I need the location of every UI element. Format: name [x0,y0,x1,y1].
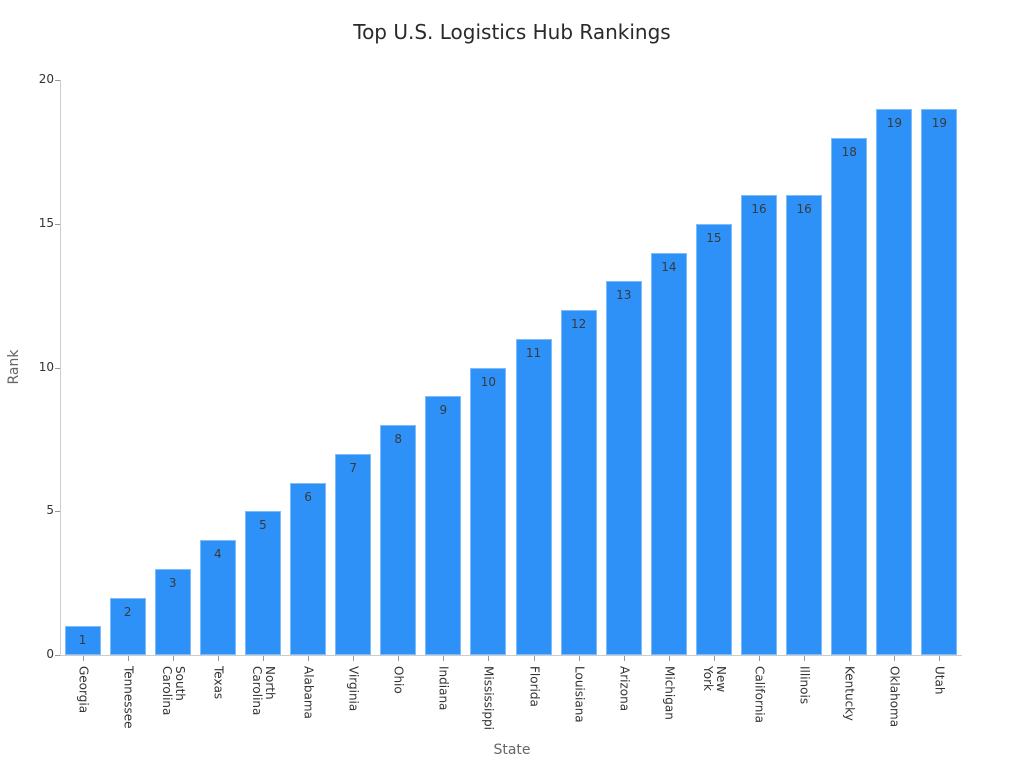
x-tick-mark [668,656,670,661]
x-tick-mark [894,656,896,661]
y-tick-mark [55,223,60,225]
bar-value-label: 5 [259,518,267,533]
bar: 5 [244,511,281,655]
bar-value-label: 4 [214,547,222,561]
x-tick-label: Indiana [436,666,451,711]
x-tick-mark [804,656,806,661]
x-tick-label: Arizona [617,666,632,712]
bar: 15 [695,223,732,655]
x-tick-label: Kentucky [842,666,857,721]
x-tick-mark [82,656,84,661]
x-tick-label: Michigan [662,666,677,720]
y-tick-mark [55,655,60,656]
y-axis-line [60,80,61,655]
bar-value-label: 7 [349,460,357,475]
x-tick-label: North Carolina [249,666,277,716]
x-tick-label: Utah [932,666,947,695]
bar: 14 [650,252,687,655]
bar: 2 [109,597,146,655]
y-tick-mark [55,511,60,513]
x-axis-title: State [493,742,531,758]
x-tick-label: Florida [527,666,542,707]
y-tick-label: 5 [46,503,54,518]
bar-value-label: 12 [571,317,587,331]
bar: 6 [290,482,327,655]
bar-value-label: 19 [931,115,948,130]
bar: 10 [470,367,507,655]
y-tick-mark [55,367,60,369]
x-tick-mark [533,656,535,661]
bar: 19 [876,108,913,655]
x-tick-label: South Carolina [159,666,187,716]
x-tick-label: Louisiana [572,666,587,723]
bar-value-label: 16 [751,202,767,216]
chart-title: Top U.S. Logistics Hub Rankings [353,20,671,44]
x-tick-label: Tennessee [121,666,136,729]
x-tick-label: New York [700,666,728,693]
x-tick-label: Texas [211,666,226,700]
x-tick-mark [398,656,400,661]
bar: 8 [380,425,417,655]
x-tick-label: Illinois [797,666,812,705]
bar-value-label: 3 [168,575,177,590]
x-tick-label: Oklahoma [887,666,902,728]
x-tick-label: Georgia [76,666,91,714]
bar: 1 [64,626,101,655]
x-tick-mark [172,656,174,661]
bar-value-label: 13 [616,288,632,303]
bar-value-label: 15 [706,230,722,245]
y-tick-label: 15 [38,215,54,230]
bar-value-label: 9 [439,403,448,418]
x-tick-mark [939,656,941,661]
x-tick-mark [713,656,715,661]
x-tick-label: Virginia [346,666,361,712]
bar-value-label: 18 [841,144,857,159]
x-tick-mark [623,656,625,661]
bar-value-label: 2 [123,604,132,619]
x-tick-label: Alabama [301,666,316,719]
bar-value-label: 19 [886,115,902,130]
x-tick-mark [488,656,490,661]
x-tick-mark [443,656,445,661]
bar: 11 [515,338,552,655]
x-tick-mark [308,656,310,661]
x-tick-label: Ohio [391,666,406,694]
bar: 13 [605,281,642,655]
bar-value-label: 1 [78,633,87,648]
bar: 16 [786,195,823,655]
x-tick-mark [262,656,264,661]
y-tick-label: 0 [46,647,54,661]
bar: 19 [921,108,958,655]
x-tick-mark [353,656,355,661]
x-tick-mark [217,656,219,661]
x-tick-mark [759,656,761,661]
x-axis-line [60,655,962,656]
y-tick-label: 10 [38,359,54,374]
x-tick-label: Mississippi [481,666,496,730]
bar: 9 [425,396,462,655]
bar-value-label: 11 [525,345,542,360]
x-tick-mark [127,656,129,661]
y-tick-label: 20 [38,72,54,86]
bar: 16 [741,195,778,655]
bar-value-label: 10 [480,374,497,389]
y-tick-mark [55,80,60,81]
x-tick-mark [849,656,851,661]
x-tick-mark [578,656,580,661]
bar-value-label: 6 [304,489,312,504]
bar-value-label: 8 [394,432,403,446]
bar: 4 [199,540,236,655]
bar: 12 [560,310,597,655]
bar: 18 [831,137,868,655]
bar: 3 [154,568,191,655]
bar-value-label: 14 [661,259,677,274]
bar-value-label: 16 [796,202,812,216]
x-tick-label: California [752,666,767,723]
bar: 7 [335,453,372,655]
